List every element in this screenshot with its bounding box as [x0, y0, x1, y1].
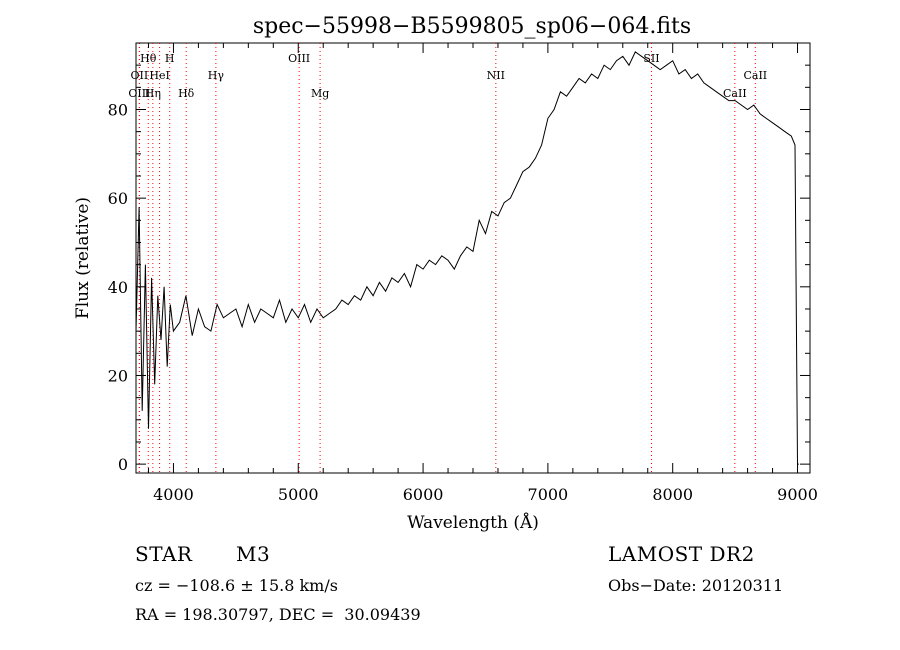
- emission-line-label: Hθ: [140, 52, 157, 65]
- spectrum-line: [135, 51, 799, 465]
- emission-line-label: HeI: [149, 69, 169, 82]
- emission-line-label: Hη: [145, 87, 161, 100]
- x-tick-label: 6000: [403, 485, 444, 504]
- object-subclass: M3: [236, 542, 271, 566]
- chart-title: spec−55998−B5599805_sp06−064.fits: [253, 14, 691, 39]
- emission-line-label: Hδ: [178, 87, 195, 100]
- y-axis: 0 20 40 60 80: [108, 42, 810, 474]
- observation-date: Obs−Date: 20120311: [608, 576, 784, 595]
- emission-line-label: OIII: [288, 52, 310, 65]
- y-axis-label: Flux (relative): [73, 197, 93, 319]
- emission-line-label: OIII: [128, 87, 150, 100]
- x-tick-label: 4000: [153, 485, 194, 504]
- survey-name: LAMOST DR2: [608, 542, 755, 566]
- y-tick-label: 0: [118, 455, 128, 474]
- x-tick-label: 7000: [528, 485, 569, 504]
- x-tick-label: 9000: [777, 485, 818, 504]
- object-class: STAR: [135, 542, 193, 566]
- x-tick-label: 8000: [652, 485, 693, 504]
- x-tick-label: 5000: [278, 485, 319, 504]
- emission-line-label: CaII: [743, 69, 767, 82]
- x-axis: 4000 5000 6000 7000 8000 9000: [147, 43, 818, 504]
- y-tick-label: 20: [108, 366, 128, 385]
- emission-line-label: OII: [131, 69, 149, 82]
- coordinates: RA = 198.30797, DEC = 30.09439: [135, 605, 421, 624]
- x-axis-label: Wavelength (Å): [407, 512, 539, 533]
- plot-frame: [135, 42, 811, 474]
- emission-line-label: Mg: [311, 87, 329, 100]
- emission-line-label: CaII: [723, 87, 747, 100]
- emission-line-label: SII: [643, 52, 659, 65]
- y-tick-label: 60: [108, 189, 128, 208]
- emission-line-markers: [138, 43, 756, 473]
- emission-line-label: Hγ: [208, 69, 225, 82]
- y-tick-label: 40: [108, 278, 128, 297]
- y-tick-label: 80: [108, 100, 128, 119]
- redshift-value: cz = −108.6 ± 15.8 km/s: [135, 576, 338, 595]
- emission-line-label: NII: [487, 69, 505, 82]
- emission-line-label: H: [165, 52, 175, 65]
